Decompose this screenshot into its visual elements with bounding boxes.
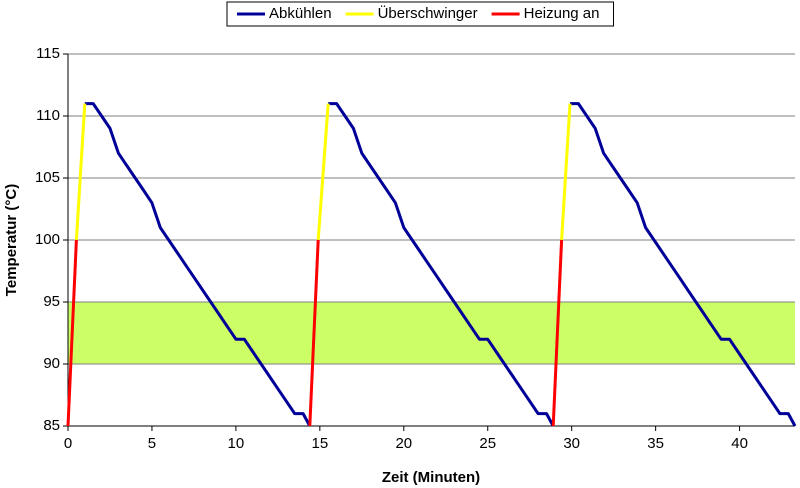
legend-label: Heizung an — [524, 5, 600, 22]
x-tick-label: 30 — [563, 435, 580, 452]
y-tick-label: 110 — [36, 107, 60, 124]
x-axis-label: Zeit (Minuten) — [382, 469, 480, 486]
legend-label: Überschwinger — [378, 4, 478, 22]
legend-box — [226, 1, 614, 27]
series-line — [66, 239, 564, 427]
x-tick-label: 0 — [64, 435, 72, 452]
y-tick-label: 95 — [43, 293, 60, 310]
y-tick-label: 90 — [43, 355, 60, 372]
y-tick-label: 105 — [35, 169, 60, 186]
legend-label: Abkühlen — [269, 5, 332, 22]
x-tick-label: 5 — [148, 435, 156, 452]
legend: Abkühlen Überschwinger Heizung an — [226, 1, 614, 27]
x-tick-label: 40 — [731, 435, 748, 452]
x-tick-label: 20 — [395, 435, 412, 452]
y-tick-label: 85 — [43, 417, 60, 434]
series-line — [74, 103, 572, 241]
x-tick-label: 15 — [312, 435, 329, 452]
y-tick-label: 100 — [35, 231, 60, 248]
y-axis-label: Temperatur (°C) — [3, 184, 20, 296]
x-tick-label: 35 — [647, 435, 664, 452]
y-tick-label: 115 — [36, 45, 60, 62]
x-tick-label: 25 — [479, 435, 496, 452]
target-band — [68, 302, 795, 364]
series-line — [84, 102, 797, 427]
x-tick-label: 10 — [228, 435, 245, 452]
